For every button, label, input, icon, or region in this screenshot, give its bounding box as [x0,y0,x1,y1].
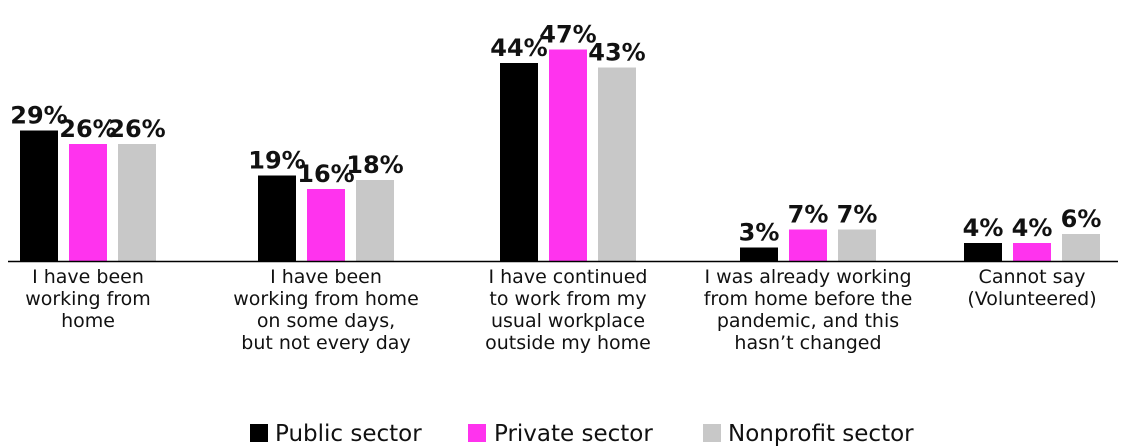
bar-nonprofit-sector-4 [1062,234,1100,261]
bar-public-sector-3 [740,247,778,261]
legend-swatch-public-sector [250,424,268,442]
bar-nonprofit-sector-1 [356,180,394,261]
bar-nonprofit-sector-0 [118,144,156,261]
bars-layer [20,49,1100,261]
bar-public-sector-1 [258,175,296,261]
bar-public-sector-2 [500,63,538,261]
category-label-0: I have been working from home [25,266,151,332]
legend-label-nonprofit-sector: Nonprofit sector [728,421,914,446]
category-label-4: Cannot say (Volunteered) [967,266,1096,310]
data-label-public-sector-3: 3% [739,219,780,247]
data-label-nonprofit-sector-1: 18% [346,151,403,179]
data-label-private-sector-2: 47% [539,21,596,49]
legend-swatch-private-sector [468,424,486,442]
data-label-public-sector-1: 19% [248,147,305,175]
bar-public-sector-4 [964,243,1002,261]
bar-private-sector-1 [307,189,345,261]
bar-private-sector-3 [789,229,827,261]
data-label-nonprofit-sector-0: 26% [108,115,165,143]
bar-nonprofit-sector-3 [838,229,876,261]
legend: Public sector Private sector Nonprofit sec… [250,421,914,446]
data-label-public-sector-2: 44% [490,34,547,62]
legend-label-public-sector: Public sector [275,421,422,446]
bar-private-sector-4 [1013,243,1051,261]
data-label-private-sector-1: 16% [297,160,354,188]
value-labels-layer: 29%26%26%19%16%18%44%47%43%3%7% 7% 4% 4% 6% [10,21,1101,247]
bar-private-sector-0 [69,144,107,261]
data-label-nonprofit-sector-4: 6% [1061,205,1102,233]
data-label-private-sector-3: 7% [788,201,829,229]
data-label-private-sector-4: 4% [1012,214,1053,242]
data-label-nonprofit-sector-2: 43% [588,39,645,67]
legend-label-private-sector: Private sector [494,421,653,446]
bar-nonprofit-sector-2 [598,67,636,261]
data-label-private-sector-0: 26% [59,115,116,143]
category-labels-layer: I have been working from home I have been wo… [25,266,1096,354]
category-label-1: I have been working from home on some days… [233,266,419,354]
bar-private-sector-2 [549,49,587,261]
category-label-3: I was already working from home before th… [704,266,913,354]
bar-public-sector-0 [20,130,58,261]
category-label-2: I have continued to work from my usual wor… [485,266,651,354]
legend-swatch-nonprofit-sector [703,424,721,442]
data-label-public-sector-0: 29% [10,102,67,130]
data-label-nonprofit-sector-3: 7% [837,201,878,229]
data-label-public-sector-4: 4% [963,214,1004,242]
